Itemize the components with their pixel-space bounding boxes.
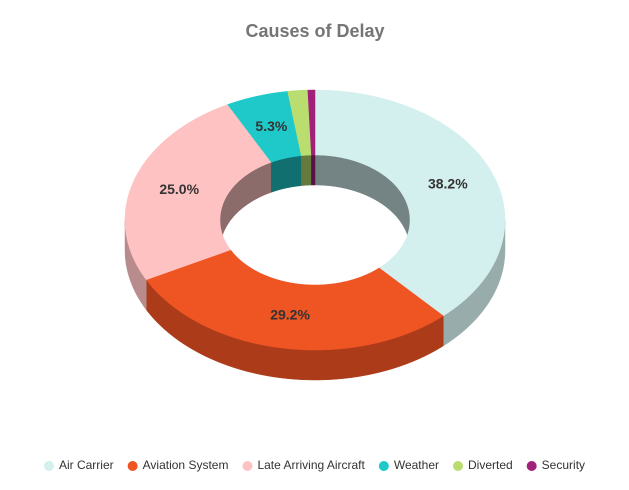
data-label: 25.0% xyxy=(159,181,199,197)
slice-side xyxy=(271,155,302,193)
legend-marker xyxy=(127,461,138,471)
legend-item[interactable]: Weather xyxy=(378,458,439,472)
legend-label: Late Arriving Aircraft xyxy=(257,458,365,472)
legend-item[interactable]: Aviation System xyxy=(127,458,229,472)
legend-item[interactable]: Security xyxy=(526,458,585,472)
legend-label: Security xyxy=(542,458,585,472)
chart-title: Causes of Delay xyxy=(245,21,384,41)
legend-marker xyxy=(526,461,537,471)
legend-label: Weather xyxy=(394,458,439,472)
legend-item[interactable]: Late Arriving Aircraft xyxy=(242,458,366,472)
slice-side xyxy=(301,154,312,186)
data-label: 29.2% xyxy=(270,307,310,323)
data-label: 38.2% xyxy=(428,175,468,191)
legend-label: Diverted xyxy=(468,458,513,472)
legend-marker xyxy=(43,461,54,471)
legend-label: Aviation System xyxy=(143,458,229,472)
legend-marker xyxy=(378,461,389,471)
legend-item[interactable]: Diverted xyxy=(452,458,513,472)
legend-marker xyxy=(242,461,253,471)
legend: Air Carrier Aviation System Late Arriving … xyxy=(43,458,585,472)
slice xyxy=(307,89,316,156)
legend-marker xyxy=(452,461,463,471)
slice-side xyxy=(311,154,316,186)
legend-label: Air Carrier xyxy=(59,458,114,472)
data-label: 5.3% xyxy=(255,118,287,134)
legend-item[interactable]: Air Carrier xyxy=(43,458,114,472)
